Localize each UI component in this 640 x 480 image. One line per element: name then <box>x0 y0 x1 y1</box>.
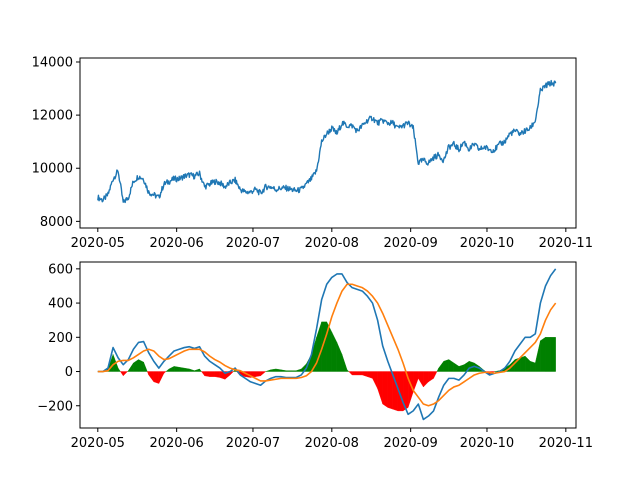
price-x-tick-label: 2020-09 <box>384 236 438 251</box>
histogram-positive-area <box>143 362 148 372</box>
macd-x-tick-label: 2020-08 <box>305 436 359 451</box>
histogram-negative-area <box>123 371 128 377</box>
macd-y-axis: −200 0 200 400 600 <box>37 262 80 414</box>
histogram-negative-area <box>357 371 363 376</box>
price-x-tick-label: 2020-11 <box>539 236 593 251</box>
histogram-positive-area <box>545 337 551 372</box>
price-y-tick-label: 12000 <box>32 109 73 124</box>
price-panel: 2020-05 2020-06 2020-07 2020-08 2020-09 2020-… <box>32 55 593 251</box>
histogram-negative-area <box>255 371 261 377</box>
histogram-negative-area <box>387 371 394 410</box>
macd-x-tick-label: 2020-07 <box>226 436 280 451</box>
macd-x-tick-label: 2020-10 <box>460 436 514 451</box>
histogram-positive-area <box>117 367 121 372</box>
histogram-negative-area <box>204 371 210 377</box>
histogram-negative-area <box>433 371 438 379</box>
histogram-negative-area <box>382 371 388 408</box>
histogram-positive-area <box>550 337 556 372</box>
macd-x-tick-label: 2020-05 <box>71 436 125 451</box>
macd-y-tick-label: −200 <box>37 399 73 414</box>
macd-y-tick-label: 400 <box>48 297 73 312</box>
price-axes-frame <box>79 57 577 229</box>
histogram-positive-area <box>199 368 202 372</box>
histogram-positive-area <box>285 370 292 372</box>
macd-x-tick-label: 2020-09 <box>384 436 438 451</box>
price-series-line <box>97 79 557 204</box>
histogram-negative-area <box>229 371 234 376</box>
price-x-axis: 2020-05 2020-06 2020-07 2020-08 2020-09 2020-… <box>71 228 593 251</box>
price-y-tick-label: 14000 <box>32 55 73 70</box>
macd-y-tick-label: 200 <box>48 331 73 346</box>
price-x-tick-label: 2020-08 <box>305 236 359 251</box>
price-x-tick-label: 2020-10 <box>460 236 514 251</box>
histogram-positive-area <box>519 355 526 372</box>
histogram-negative-area <box>214 371 221 378</box>
macd-y-tick-label: 0 <box>65 365 73 380</box>
macd-x-tick-label: 2020-06 <box>149 436 203 451</box>
histogram-positive-area <box>540 336 546 372</box>
histogram-negative-area <box>153 371 160 384</box>
histogram-negative-area <box>163 371 167 374</box>
histogram-negative-area <box>351 371 358 376</box>
macd-series-line <box>97 268 557 421</box>
histogram-negative-area <box>209 371 216 377</box>
macd-x-tick-label: 2020-11 <box>539 436 593 451</box>
histogram-negative-area <box>260 371 267 377</box>
histogram-positive-area <box>173 366 180 372</box>
histogram-positive-area <box>290 370 297 372</box>
macd-x-axis: 2020-05 2020-06 2020-07 2020-08 2020-09 2020-… <box>71 428 593 451</box>
macd-axes-frame <box>79 261 577 429</box>
price-x-tick-label: 2020-06 <box>149 236 203 251</box>
histogram-positive-area <box>530 360 536 372</box>
price-y-tick-label: 10000 <box>32 162 73 177</box>
price-x-tick-label: 2020-07 <box>226 236 280 251</box>
macd-y-tick-label: 600 <box>48 262 73 277</box>
histogram-positive-area <box>346 369 350 372</box>
histogram-positive-area <box>178 367 185 372</box>
price-y-axis: 8000 10000 12000 14000 <box>32 55 80 230</box>
price-y-tick-label: 8000 <box>40 215 73 230</box>
price-plot-area <box>97 79 557 204</box>
macd-panel: 2020-05 2020-06 2020-07 2020-08 2020-09 2020-… <box>37 261 593 451</box>
signal-series-line <box>97 283 557 407</box>
price-x-tick-label: 2020-05 <box>71 236 125 251</box>
macd-plot-area <box>97 268 557 421</box>
histogram-positive-area <box>443 359 450 372</box>
